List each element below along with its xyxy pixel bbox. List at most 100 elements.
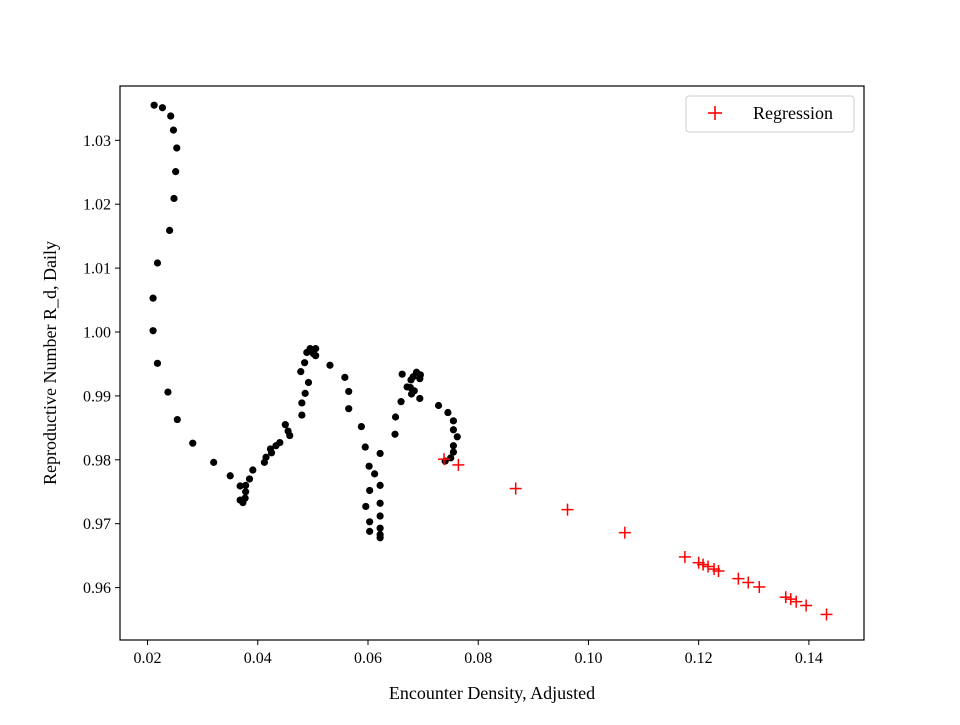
data-point — [366, 518, 374, 526]
x-tick-label: 0.04 — [244, 650, 272, 667]
data-point — [286, 431, 294, 440]
regression-point — [742, 576, 755, 589]
data-point — [371, 470, 379, 478]
data-point — [341, 373, 349, 381]
data-point — [449, 448, 458, 456]
x-tick-label: 0.12 — [685, 650, 713, 667]
data-point — [173, 415, 181, 424]
data-point — [416, 375, 424, 383]
data-point — [365, 462, 373, 470]
data-point — [226, 472, 234, 480]
data-point — [245, 475, 254, 483]
data-point — [366, 486, 374, 495]
data-point — [153, 359, 162, 367]
x-tick-label: 0.10 — [574, 650, 602, 667]
data-point — [391, 413, 400, 421]
y-tick-label: 1.02 — [83, 197, 111, 214]
x-tick-label: 0.02 — [134, 650, 162, 667]
regression-point — [800, 599, 813, 612]
regression-point — [779, 591, 792, 604]
data-point — [376, 512, 384, 520]
regression-point — [618, 526, 631, 539]
legend-label-regression: Regression — [753, 103, 833, 123]
data-point — [453, 433, 461, 441]
data-point — [164, 388, 172, 396]
data-point — [298, 411, 306, 419]
axes-frame — [119, 85, 865, 641]
data-point — [449, 417, 458, 425]
plot-area — [149, 101, 833, 621]
regression-point — [712, 564, 725, 577]
data-point — [366, 527, 374, 535]
data-point — [357, 422, 365, 431]
y-tick-label: 1.03 — [83, 133, 111, 150]
data-point — [301, 359, 309, 367]
data-point — [153, 259, 162, 267]
regression-point — [753, 580, 766, 593]
x-axis-label: Encounter Density, Adjusted — [389, 683, 595, 703]
data-point — [158, 104, 167, 112]
data-point — [236, 482, 244, 490]
data-point — [242, 488, 250, 496]
data-point — [434, 401, 443, 410]
data-point — [449, 442, 458, 450]
data-point — [391, 430, 399, 438]
y-tick-label: 1.00 — [83, 325, 111, 342]
data-point — [376, 534, 384, 542]
data-point — [376, 524, 384, 532]
data-point — [172, 168, 180, 176]
regression-point — [732, 572, 745, 585]
data-point — [266, 445, 275, 453]
y-tick-label: 0.98 — [83, 452, 111, 469]
y-tick-label: 0.96 — [83, 580, 111, 597]
data-point — [149, 327, 157, 335]
data-point — [242, 481, 250, 489]
legend-marker-regression — [708, 106, 722, 120]
data-point — [410, 387, 418, 395]
y-tick-label: 0.97 — [83, 516, 111, 533]
x-tick-label: 0.14 — [795, 650, 823, 667]
data-point — [297, 368, 305, 376]
data-point — [376, 449, 384, 458]
y-tick-label: 1.01 — [83, 261, 111, 278]
x-tick-label: 0.06 — [354, 650, 382, 667]
data-point — [362, 502, 370, 511]
axis-ticks: 0.02 0.04 0.06 0.08 0.10 0.12 0.14 0.96 0.97 0.98… — [83, 133, 823, 667]
data-point — [376, 499, 384, 507]
regression-point — [702, 560, 715, 573]
x-tick-label: 0.08 — [464, 650, 492, 667]
data-point — [298, 399, 306, 407]
data-point — [150, 101, 158, 109]
y-axis-label: Reproductive Number R_d, Daily — [40, 241, 60, 485]
regression-point — [438, 453, 451, 466]
data-point — [312, 352, 320, 360]
regression-point — [678, 550, 691, 563]
data-point — [306, 345, 314, 353]
data-point — [326, 361, 334, 369]
regression-point — [697, 558, 710, 571]
regression-point — [561, 503, 574, 516]
data-point — [449, 426, 458, 434]
data-point — [276, 438, 284, 447]
data-point — [262, 453, 270, 461]
data-point — [304, 378, 313, 387]
data-point — [398, 370, 406, 378]
y-tick-label: 0.99 — [83, 388, 111, 405]
data-point — [189, 439, 197, 447]
data-point — [361, 443, 369, 451]
data-point — [301, 389, 309, 397]
data-point — [312, 345, 320, 353]
data-point — [241, 494, 249, 502]
data-point — [210, 458, 218, 466]
regression-point — [820, 608, 833, 621]
data-point — [167, 112, 175, 120]
regression-point — [784, 593, 797, 606]
data-point — [170, 194, 178, 203]
data-point — [249, 466, 257, 474]
data-point — [169, 126, 178, 134]
data-point — [149, 294, 157, 302]
regression-point — [509, 482, 522, 495]
legend-box — [685, 95, 855, 133]
